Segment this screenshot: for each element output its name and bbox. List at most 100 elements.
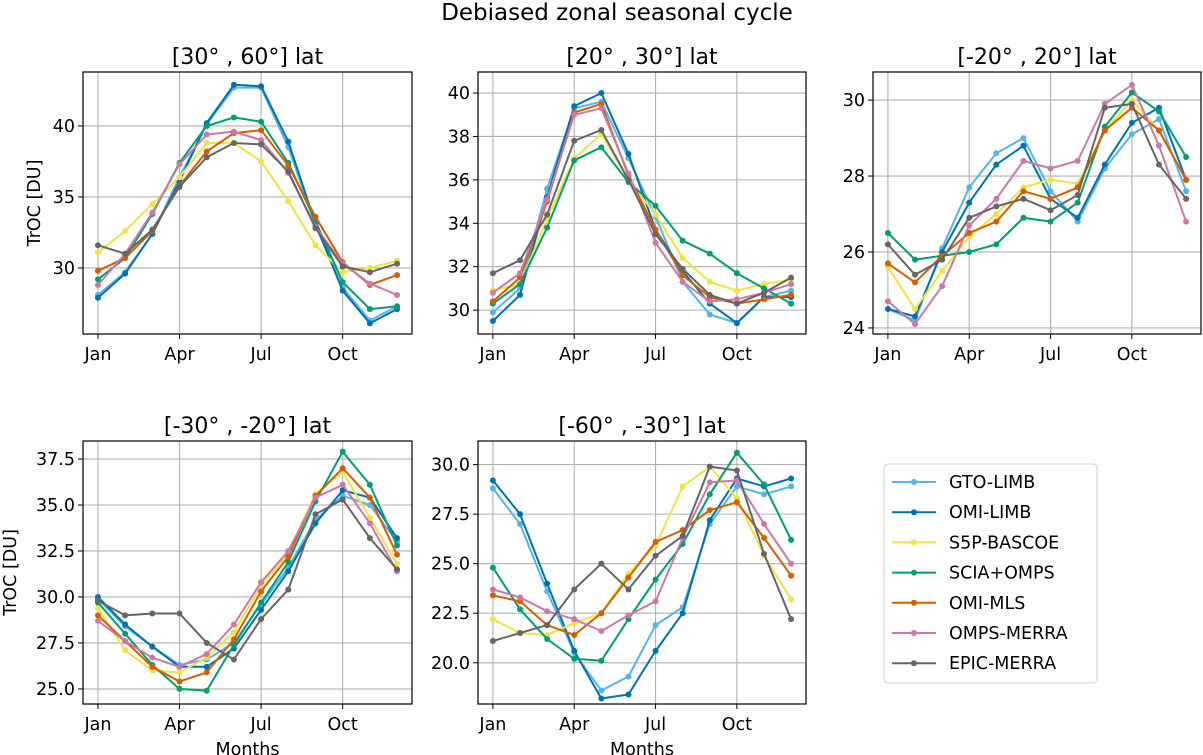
data-point bbox=[652, 239, 659, 246]
data-point bbox=[760, 281, 767, 288]
data-point bbox=[366, 264, 373, 271]
data-point bbox=[1074, 214, 1081, 221]
series-line bbox=[97, 142, 398, 274]
data-point bbox=[339, 487, 346, 494]
data-point bbox=[489, 616, 496, 623]
data-point bbox=[788, 300, 795, 307]
data-point bbox=[652, 647, 659, 654]
data-point bbox=[176, 161, 183, 168]
data-point bbox=[652, 202, 659, 209]
data-point bbox=[1183, 176, 1190, 183]
data-point bbox=[230, 621, 237, 628]
data-point bbox=[706, 463, 713, 470]
legend-item: OMI-LIMB bbox=[892, 503, 1031, 523]
y-tick-label: 22.5 bbox=[431, 604, 470, 624]
data-point bbox=[993, 195, 1000, 202]
data-point bbox=[1155, 161, 1162, 168]
data-point bbox=[544, 622, 551, 629]
data-point bbox=[1128, 131, 1135, 138]
y-tick-label: 30 bbox=[53, 259, 75, 279]
series-group bbox=[489, 90, 795, 327]
data-point bbox=[203, 639, 210, 646]
series-line bbox=[492, 479, 792, 633]
y-tick-label: 40 bbox=[53, 117, 75, 137]
y-tick-label: 37.5 bbox=[36, 450, 75, 470]
data-point bbox=[1128, 119, 1135, 126]
data-point bbox=[1020, 214, 1027, 221]
data-point bbox=[339, 448, 346, 455]
data-point bbox=[94, 597, 101, 604]
data-point bbox=[176, 685, 183, 692]
legend-item: S5P-BASCOE bbox=[892, 533, 1059, 553]
data-point bbox=[1020, 188, 1027, 195]
subplot-1: Jan Apr Jul Oct 30 35 40 [30° , 60°] lat TrOC [D… bbox=[25, 45, 413, 365]
x-tick-label: Apr bbox=[559, 345, 590, 365]
data-point bbox=[176, 669, 183, 676]
series-line bbox=[492, 465, 793, 642]
data-point bbox=[339, 465, 346, 472]
series-line bbox=[97, 116, 398, 311]
x-tick-label: Oct bbox=[328, 715, 358, 735]
data-point bbox=[94, 604, 101, 611]
data-point bbox=[94, 242, 101, 249]
data-point bbox=[517, 594, 524, 601]
data-point bbox=[258, 158, 265, 165]
data-point bbox=[571, 103, 578, 110]
data-point bbox=[733, 449, 740, 456]
data-point bbox=[489, 592, 496, 599]
x-tick-label: Jan bbox=[478, 345, 506, 365]
y-tick-label: 35.0 bbox=[36, 496, 75, 516]
data-point bbox=[598, 144, 605, 151]
data-point bbox=[394, 560, 401, 567]
grid bbox=[83, 441, 412, 704]
data-point bbox=[760, 550, 767, 557]
data-point bbox=[679, 278, 686, 285]
x-tick-label: Apr bbox=[954, 345, 985, 365]
data-point bbox=[598, 687, 605, 694]
data-point bbox=[122, 250, 129, 257]
data-point bbox=[1020, 157, 1027, 164]
data-point bbox=[394, 535, 401, 542]
data-point bbox=[993, 241, 1000, 248]
data-point bbox=[230, 81, 237, 88]
data-point bbox=[517, 270, 524, 277]
x-tick-label: Oct bbox=[328, 345, 358, 365]
series-line bbox=[492, 451, 792, 662]
data-point bbox=[339, 287, 346, 294]
data-point bbox=[1020, 195, 1027, 202]
data-point bbox=[544, 211, 551, 218]
data-point bbox=[625, 691, 632, 698]
series-line bbox=[492, 477, 792, 700]
series-line bbox=[492, 501, 792, 636]
data-point bbox=[912, 321, 919, 328]
y-axis-label: TrOC [DU] bbox=[1, 529, 21, 617]
data-point bbox=[394, 272, 401, 279]
y-tick-label: 25.0 bbox=[431, 555, 470, 575]
series-group bbox=[884, 81, 1190, 328]
data-point bbox=[733, 467, 740, 474]
data-point bbox=[203, 140, 210, 147]
data-point bbox=[652, 538, 659, 545]
series-omi-mls bbox=[884, 104, 1190, 286]
data-point bbox=[230, 628, 237, 635]
data-point bbox=[149, 663, 156, 670]
data-point bbox=[176, 678, 183, 685]
data-point bbox=[394, 291, 401, 298]
data-point bbox=[652, 211, 659, 218]
data-point bbox=[203, 148, 210, 155]
series-line bbox=[492, 146, 792, 305]
data-point bbox=[517, 606, 524, 613]
series-line bbox=[887, 102, 1187, 276]
series-line bbox=[492, 133, 792, 292]
legend: GTO-LIMB OMI-LIMB S5P-BASCOE SCIA+OMPS OMI-M… bbox=[883, 463, 1098, 684]
legend-label: GTO-LIMB bbox=[949, 473, 1035, 493]
data-point bbox=[285, 162, 292, 169]
data-point bbox=[912, 313, 919, 320]
data-point bbox=[1074, 157, 1081, 164]
series-group bbox=[489, 449, 795, 702]
data-point bbox=[394, 542, 401, 549]
legend-marker bbox=[911, 479, 917, 485]
legend-label: EPIC-MERRA bbox=[949, 654, 1056, 674]
data-point bbox=[652, 576, 659, 583]
data-point bbox=[517, 630, 524, 637]
